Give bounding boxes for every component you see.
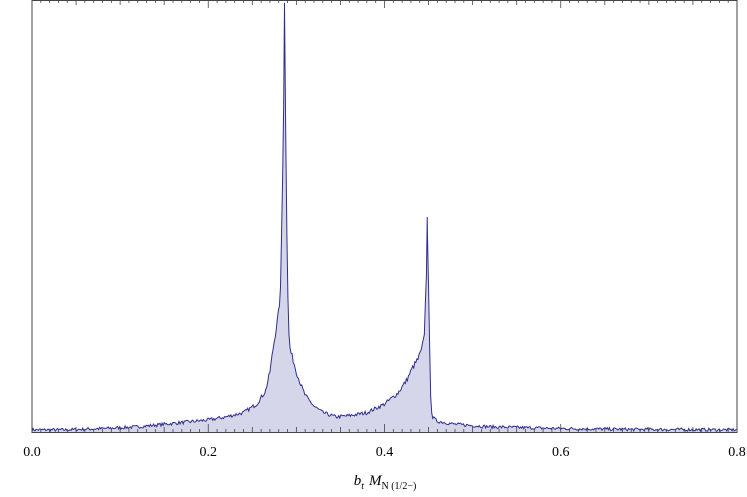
x-axis-label-mass-sub: N (1/2−) [381,481,416,492]
x-tick-label: 0.8 [728,445,746,460]
x-tick-label: 0.4 [376,445,394,460]
x-axis-label-main: b [354,473,362,489]
x-axis-label-main-sub: t [361,481,364,492]
x-tick-labels: 0.0 0.2 0.4 0.6 0.8 [23,445,746,460]
series-line [31,2,737,433]
x-tick-label: 0.6 [552,445,570,460]
axis-ticks [31,0,738,432]
x-axis-label: bt MN (1/2−) [354,473,417,492]
plot-frame [31,0,738,433]
series-marks [31,2,737,433]
x-axis-label-mass: M [368,473,383,489]
series-area-fill [32,2,737,433]
x-tick-label: 0.2 [200,445,218,460]
x-tick-label: 0.0 [23,445,41,460]
